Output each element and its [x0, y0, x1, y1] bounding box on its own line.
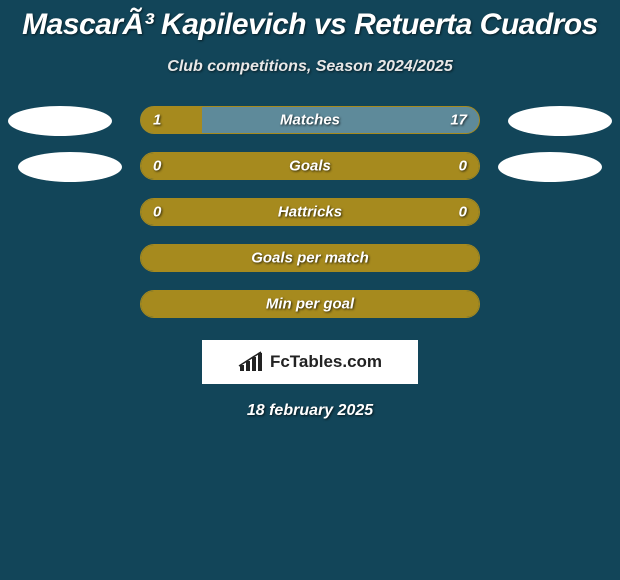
brand-badge: FcTables.com [202, 340, 418, 384]
stat-label: Matches [280, 112, 340, 129]
bar-chart-icon [238, 351, 264, 373]
player-left-avatar-2 [18, 152, 122, 182]
player-right-avatar-1 [508, 106, 612, 136]
player-right-avatar-2 [498, 152, 602, 182]
stat-right-value: 0 [459, 204, 467, 221]
stat-right-value: 17 [450, 112, 467, 129]
stat-right-value: 0 [459, 158, 467, 175]
stat-row-goals-per-match: Goals per match [140, 244, 480, 272]
comparison-infographic: MascarÃ³ Kapilevich vs Retuerta Cuadros … [0, 0, 620, 420]
stat-row-hattricks: 0 Hattricks 0 [140, 198, 480, 226]
stat-left-value: 1 [153, 112, 161, 129]
subtitle: Club competitions, Season 2024/2025 [0, 58, 620, 76]
stat-label: Hattricks [278, 204, 342, 221]
stat-label: Goals [289, 158, 331, 175]
stat-row-min-per-goal: Min per goal [140, 290, 480, 318]
stat-row-matches: 1 Matches 17 [140, 106, 480, 134]
stat-left-value: 0 [153, 158, 161, 175]
stat-label: Min per goal [266, 296, 354, 313]
stat-left-value: 0 [153, 204, 161, 221]
page-title: MascarÃ³ Kapilevich vs Retuerta Cuadros [0, 8, 620, 42]
date-text: 18 february 2025 [0, 402, 620, 420]
stats-block: 1 Matches 17 0 Goals 0 0 Hattricks 0 Goa… [0, 106, 620, 318]
stat-label: Goals per match [251, 250, 369, 267]
stat-fill [141, 107, 202, 133]
stat-row-goals: 0 Goals 0 [140, 152, 480, 180]
player-left-avatar-1 [8, 106, 112, 136]
brand-text: FcTables.com [270, 352, 382, 372]
